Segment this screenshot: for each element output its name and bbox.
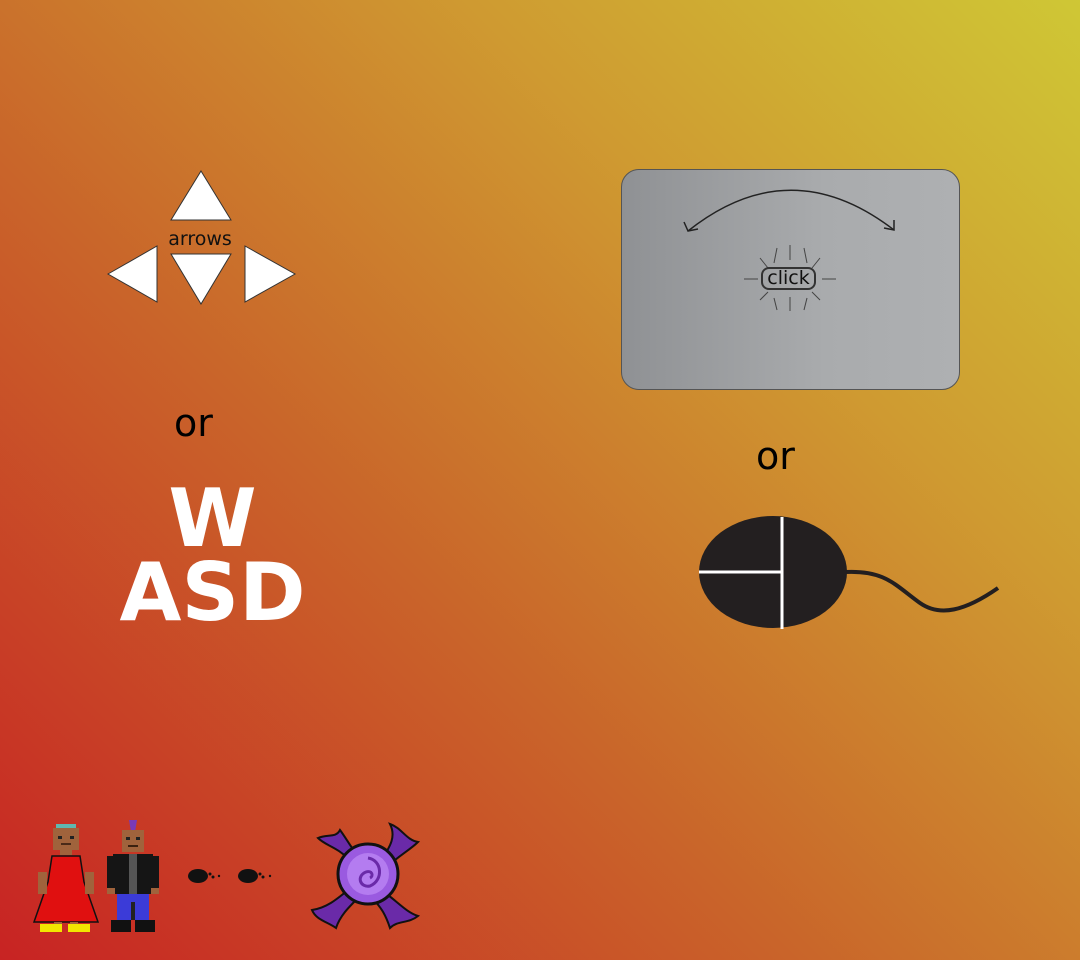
- arrow-up-icon: [170, 170, 232, 221]
- mouse-icon: [699, 516, 1000, 629]
- arrow-right-icon: [244, 245, 297, 303]
- click-burst-icon: [744, 245, 836, 311]
- wasd-keys: W ASD: [105, 472, 320, 639]
- character-red-dress-sprite: [32, 824, 100, 932]
- or-text-left: or: [174, 401, 213, 445]
- arrow-left-icon: [106, 245, 158, 303]
- touchpad-icon: click: [621, 169, 960, 390]
- purple-portal-sprite: [310, 822, 421, 930]
- footsteps-icon: [188, 869, 272, 883]
- wasd-key-w: W: [168, 472, 257, 565]
- click-label: click: [761, 267, 816, 290]
- arrow-keys-icon: [106, 170, 297, 305]
- arrows-label: arrows: [168, 228, 232, 250]
- or-text-right: or: [756, 434, 795, 478]
- character-punk-sprite: [107, 820, 159, 932]
- wasd-keys-asd: ASD: [119, 546, 306, 639]
- swipe-arrow-icon: [683, 189, 895, 311]
- arrow-down-icon: [170, 253, 232, 305]
